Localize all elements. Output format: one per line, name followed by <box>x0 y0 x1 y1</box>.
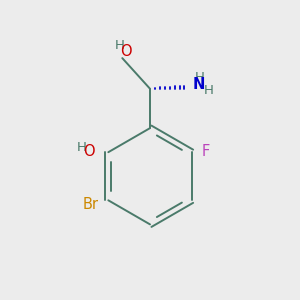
Text: H: H <box>114 39 124 52</box>
Text: H: H <box>195 71 205 84</box>
Text: N: N <box>193 77 205 92</box>
Text: O: O <box>120 44 132 59</box>
Text: Br: Br <box>83 197 99 212</box>
Text: H: H <box>204 84 214 97</box>
Text: H: H <box>77 141 87 154</box>
Text: O: O <box>84 144 95 159</box>
Text: F: F <box>202 144 210 159</box>
